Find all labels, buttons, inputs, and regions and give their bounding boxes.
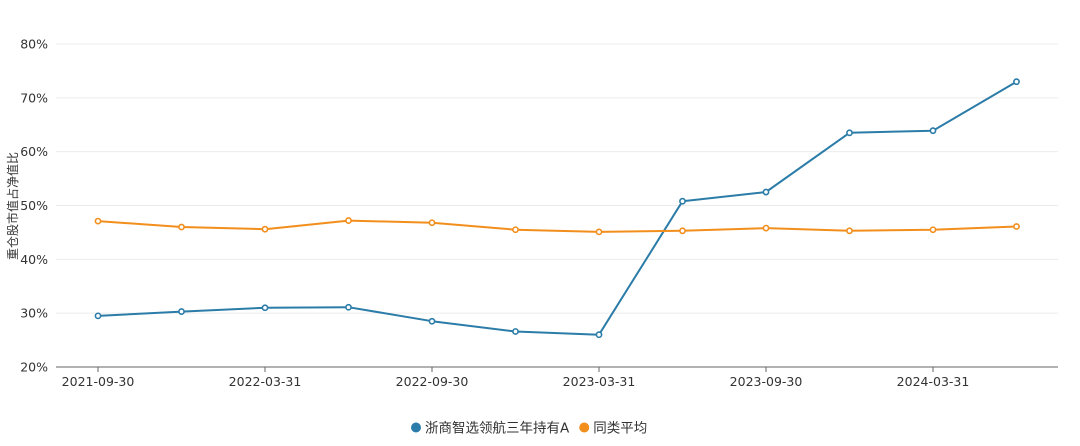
data-point[interactable]: [512, 328, 519, 335]
data-point[interactable]: [1013, 78, 1020, 86]
data-point[interactable]: [261, 225, 269, 233]
y-tick-label: 80%: [20, 37, 48, 52]
data-point[interactable]: [595, 331, 603, 339]
data-point[interactable]: [178, 223, 185, 231]
y-tick-label: 50%: [20, 198, 48, 213]
data-point[interactable]: [679, 227, 686, 235]
series-2: [94, 217, 1020, 236]
y-tick-label: 70%: [20, 90, 48, 105]
grid-lines: [56, 43, 1058, 314]
data-point[interactable]: [762, 224, 770, 232]
legend-label[interactable]: 浙商智选领航三年持有A: [425, 421, 570, 437]
x-tick-label: 2023-03-31: [563, 374, 636, 389]
legend-marker[interactable]: [411, 422, 421, 433]
data-point[interactable]: [679, 197, 686, 205]
data-point[interactable]: [512, 226, 519, 234]
series-line: [97, 80, 1018, 336]
x-tick-label: 2023-09-30: [730, 374, 803, 389]
data-point[interactable]: [345, 303, 352, 311]
x-tick-label: 2022-09-30: [396, 374, 469, 389]
series-line: [97, 219, 1017, 233]
series-1: [94, 78, 1020, 339]
data-point[interactable]: [1013, 223, 1020, 230]
data-point[interactable]: [762, 188, 770, 196]
data-point[interactable]: [261, 304, 269, 312]
data-point[interactable]: [595, 228, 603, 236]
data-point[interactable]: [846, 227, 853, 235]
data-point[interactable]: [929, 226, 937, 234]
data-point[interactable]: [428, 219, 436, 227]
data-point[interactable]: [929, 127, 937, 135]
x-tick-label: 2021-09-30: [62, 374, 135, 389]
x-tick-label: 2024-03-31: [897, 374, 970, 389]
legend-marker[interactable]: [579, 422, 590, 433]
y-tick-label: 60%: [20, 144, 48, 159]
x-axis: 2021-09-30 2022-03-31 2022-09-30 2023-03-31…: [56, 366, 1058, 389]
y-axis-label: 重仓股市值占净值比: [5, 152, 20, 260]
x-tick-label: 2022-03-31: [229, 374, 302, 389]
y-axis-ticks: 20% 30% 40% 50% 60% 70% 80%: [20, 37, 48, 375]
legend-label[interactable]: 同类平均: [593, 421, 647, 437]
y-tick-label: 30%: [20, 306, 48, 321]
y-tick-label: 40%: [20, 252, 48, 267]
data-point[interactable]: [178, 308, 185, 315]
data-point[interactable]: [846, 129, 853, 137]
y-tick-label: 20%: [20, 360, 48, 375]
legend[interactable]: 浙商智选领航三年持有A 同类平均: [411, 421, 647, 437]
data-point[interactable]: [94, 217, 102, 225]
data-point[interactable]: [94, 312, 102, 320]
data-point[interactable]: [428, 317, 436, 325]
series-layer: [94, 78, 1020, 339]
data-point[interactable]: [345, 217, 352, 224]
